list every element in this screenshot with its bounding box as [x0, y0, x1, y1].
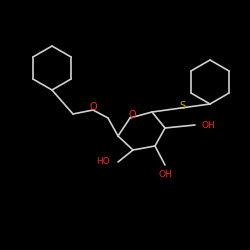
Text: OH: OH [158, 170, 172, 179]
Text: OH: OH [202, 120, 216, 130]
Text: O: O [128, 110, 136, 120]
Text: S: S [179, 101, 185, 111]
Text: O: O [89, 102, 97, 112]
Text: HO: HO [96, 158, 110, 166]
